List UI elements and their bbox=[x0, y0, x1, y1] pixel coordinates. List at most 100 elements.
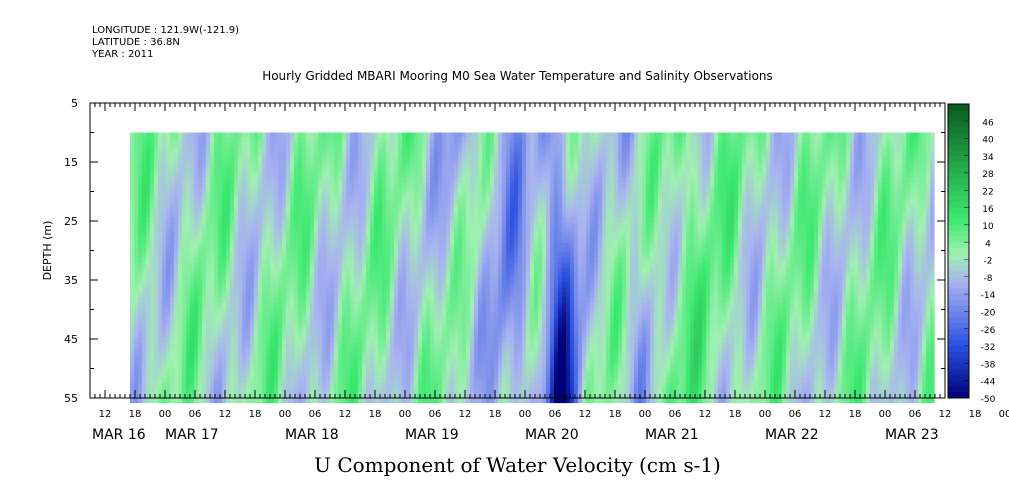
heatmap-cell bbox=[482, 317, 487, 324]
heatmap-cell bbox=[450, 162, 455, 169]
heatmap-cell bbox=[410, 152, 415, 159]
heatmap-cell bbox=[162, 287, 167, 294]
heatmap-cell bbox=[234, 147, 239, 154]
heatmap-cell bbox=[482, 182, 487, 189]
heatmap-cell bbox=[250, 387, 255, 394]
heatmap-cell bbox=[318, 337, 323, 344]
heatmap-cell bbox=[306, 207, 311, 214]
heatmap-cell bbox=[290, 162, 295, 169]
heatmap-cell bbox=[450, 142, 455, 149]
heatmap-cell bbox=[266, 342, 271, 349]
heatmap-cell bbox=[278, 302, 283, 309]
heatmap-cell bbox=[482, 142, 487, 149]
heatmap-cell bbox=[398, 132, 403, 139]
heatmap-cell bbox=[182, 382, 187, 389]
heatmap-cell bbox=[454, 317, 459, 324]
heatmap-cell bbox=[398, 182, 403, 189]
heatmap-cell bbox=[370, 142, 375, 149]
heatmap-cell bbox=[202, 157, 207, 164]
heatmap-cell bbox=[186, 257, 191, 264]
heatmap-cell bbox=[202, 302, 207, 309]
heatmap-cell bbox=[270, 247, 275, 254]
heatmap-cell bbox=[154, 132, 159, 139]
heatmap-cell bbox=[174, 207, 179, 214]
heatmap-cell bbox=[294, 217, 299, 224]
heatmap-cell bbox=[358, 342, 363, 349]
heatmap-cell bbox=[210, 282, 215, 289]
heatmap-cell bbox=[406, 302, 411, 309]
heatmap-cell bbox=[314, 297, 319, 304]
heatmap-cell bbox=[486, 132, 491, 139]
heatmap-cell bbox=[170, 162, 175, 169]
heatmap-cell bbox=[330, 197, 335, 204]
heatmap-cell bbox=[350, 302, 355, 309]
heatmap-cell bbox=[182, 242, 187, 249]
heatmap-cell bbox=[282, 272, 287, 279]
heatmap-cell bbox=[374, 347, 379, 354]
heatmap-cell bbox=[150, 327, 155, 334]
heatmap-cell bbox=[318, 247, 323, 254]
heatmap-cell bbox=[470, 222, 475, 229]
heatmap-cell bbox=[146, 367, 151, 374]
heatmap-cell bbox=[410, 292, 415, 299]
heatmap-cell bbox=[166, 292, 171, 299]
heatmap-cell bbox=[250, 262, 255, 269]
heatmap-cell bbox=[438, 367, 443, 374]
heatmap-cell bbox=[238, 197, 243, 204]
heatmap-cell bbox=[310, 142, 315, 149]
heatmap-cell bbox=[386, 172, 391, 179]
heatmap-cell bbox=[314, 262, 319, 269]
heatmap-cell bbox=[414, 337, 419, 344]
heatmap-cell bbox=[322, 372, 327, 379]
heatmap-cell bbox=[354, 147, 359, 154]
heatmap-cell bbox=[326, 192, 331, 199]
heatmap-cell bbox=[418, 177, 423, 184]
heatmap-cell bbox=[446, 317, 451, 324]
heatmap-cell bbox=[462, 352, 467, 359]
heatmap-cell bbox=[246, 212, 251, 219]
heatmap-cell bbox=[402, 342, 407, 349]
heatmap-cell bbox=[494, 237, 499, 244]
heatmap-cell bbox=[258, 242, 263, 249]
heatmap-cell bbox=[414, 152, 419, 159]
heatmap-cell bbox=[422, 142, 427, 149]
heatmap-cell bbox=[234, 377, 239, 384]
heatmap-cell bbox=[370, 312, 375, 319]
heatmap-cell bbox=[474, 262, 479, 269]
heatmap-cell bbox=[402, 242, 407, 249]
heatmap-cell bbox=[494, 287, 499, 294]
heatmap-field bbox=[130, 132, 935, 404]
heatmap-cell bbox=[370, 322, 375, 329]
heatmap-cell bbox=[270, 282, 275, 289]
heatmap-cell bbox=[350, 277, 355, 284]
heatmap-cell bbox=[454, 282, 459, 289]
heatmap-cell bbox=[290, 297, 295, 304]
heatmap-cell bbox=[410, 172, 415, 179]
heatmap-cell bbox=[134, 212, 139, 219]
heatmap-cell bbox=[454, 162, 459, 169]
heatmap-cell bbox=[242, 157, 247, 164]
heatmap-cell bbox=[146, 347, 151, 354]
heatmap-cell bbox=[222, 377, 227, 384]
heatmap-cell bbox=[490, 217, 495, 224]
chart-title: Hourly Gridded MBARI Mooring M0 Sea Wate… bbox=[262, 69, 773, 83]
heatmap-cell bbox=[282, 277, 287, 284]
heatmap-cell bbox=[326, 267, 331, 274]
heatmap-cell bbox=[286, 302, 291, 309]
heatmap-cell bbox=[410, 192, 415, 199]
heatmap-cell bbox=[486, 177, 491, 184]
heatmap-cell bbox=[182, 252, 187, 259]
heatmap-cell bbox=[198, 187, 203, 194]
heatmap-cell bbox=[254, 367, 259, 374]
heatmap-cell bbox=[234, 142, 239, 149]
heatmap-cell bbox=[186, 387, 191, 394]
heatmap-cell bbox=[478, 357, 483, 364]
heatmap-cell bbox=[134, 382, 139, 389]
heatmap-cell bbox=[314, 312, 319, 319]
heatmap-cell bbox=[214, 217, 219, 224]
heatmap-cell bbox=[406, 157, 411, 164]
heatmap-cell bbox=[358, 237, 363, 244]
heatmap-cell bbox=[434, 302, 439, 309]
heatmap-cell bbox=[162, 207, 167, 214]
heatmap-cell bbox=[338, 237, 343, 244]
